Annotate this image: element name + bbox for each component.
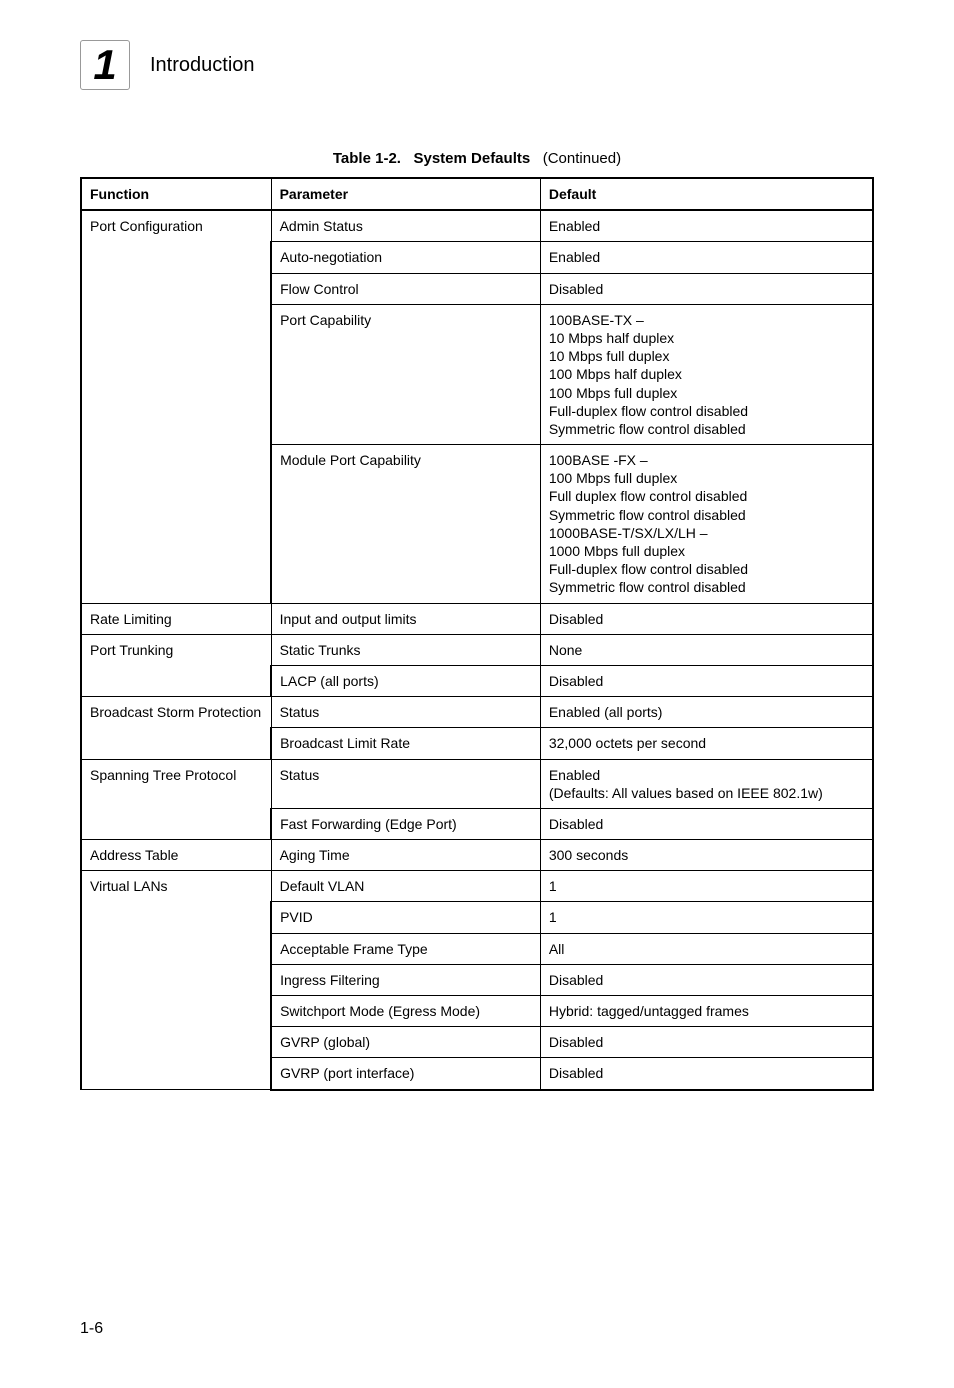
cell-function: Rate Limiting (81, 603, 271, 634)
table-row: Port Trunking Static Trunks None (81, 634, 873, 665)
cell-parameter: GVRP (global) (271, 1027, 540, 1058)
cell-default: Disabled (540, 964, 873, 995)
chapter-title: Introduction (150, 54, 255, 77)
cell-default: Enabled (540, 210, 873, 242)
table-row: Address Table Aging Time 300 seconds (81, 840, 873, 871)
cell-default: Disabled (540, 603, 873, 634)
table-row: Spanning Tree Protocol Status Enabled (D… (81, 759, 873, 808)
cell-parameter: PVID (271, 902, 540, 933)
cell-parameter: Static Trunks (271, 634, 540, 665)
cell-default: Disabled (540, 665, 873, 696)
cell-parameter: LACP (all ports) (271, 665, 540, 696)
cell-parameter: Flow Control (271, 273, 540, 304)
cell-default: Disabled (540, 1027, 873, 1058)
col-parameter: Parameter (271, 178, 540, 210)
cell-parameter: Port Capability (271, 304, 540, 444)
col-function: Function (81, 178, 271, 210)
cell-parameter: Default VLAN (271, 871, 540, 902)
cell-default: None (540, 634, 873, 665)
cell-parameter: Module Port Capability (271, 445, 540, 604)
cell-parameter: Ingress Filtering (271, 964, 540, 995)
page-number: 1-6 (80, 1320, 103, 1338)
cell-parameter: Broadcast Limit Rate (271, 728, 540, 759)
cell-default: 300 seconds (540, 840, 873, 871)
cell-parameter: Input and output limits (271, 603, 540, 634)
cell-parameter: Aging Time (271, 840, 540, 871)
table-header-row: Function Parameter Default (81, 178, 873, 210)
page-header: 1 Introduction (80, 40, 874, 90)
table-caption-title: System Defaults (413, 150, 530, 167)
cell-parameter: Acceptable Frame Type (271, 933, 540, 964)
cell-function: Port Configuration (81, 210, 271, 603)
cell-default: 100BASE -FX – 100 Mbps full duplex Full … (540, 445, 873, 604)
cell-function: Broadcast Storm Protection (81, 697, 271, 759)
table-row: Broadcast Storm Protection Status Enable… (81, 697, 873, 728)
cell-default: All (540, 933, 873, 964)
cell-function: Address Table (81, 840, 271, 871)
table-caption: Table 1-2. System Defaults (Continued) (80, 150, 874, 167)
cell-default: Disabled (540, 1058, 873, 1090)
cell-parameter: Admin Status (271, 210, 540, 242)
cell-parameter: Status (271, 759, 540, 808)
cell-default: Enabled (540, 242, 873, 273)
cell-default: Enabled (all ports) (540, 697, 873, 728)
table-caption-label: Table 1-2. (333, 150, 401, 167)
cell-function: Port Trunking (81, 634, 271, 696)
table-row: Virtual LANs Default VLAN 1 (81, 871, 873, 902)
col-default: Default (540, 178, 873, 210)
cell-default: Hybrid: tagged/untagged frames (540, 996, 873, 1027)
cell-parameter: Auto-negotiation (271, 242, 540, 273)
cell-parameter: Status (271, 697, 540, 728)
cell-parameter: GVRP (port interface) (271, 1058, 540, 1090)
table-row: Rate Limiting Input and output limits Di… (81, 603, 873, 634)
cell-function: Virtual LANs (81, 871, 271, 1090)
cell-default: 100BASE-TX – 10 Mbps half duplex 10 Mbps… (540, 304, 873, 444)
cell-default: 1 (540, 871, 873, 902)
cell-default: Enabled (Defaults: All values based on I… (540, 759, 873, 808)
system-defaults-table: Function Parameter Default Port Configur… (80, 177, 874, 1091)
table-caption-suffix: (Continued) (543, 150, 621, 167)
table-row: Port Configuration Admin Status Enabled (81, 210, 873, 242)
cell-parameter: Fast Forwarding (Edge Port) (271, 808, 540, 839)
cell-default: Disabled (540, 273, 873, 304)
chapter-number-icon: 1 (80, 40, 130, 90)
cell-default: 1 (540, 902, 873, 933)
cell-parameter: Switchport Mode (Egress Mode) (271, 996, 540, 1027)
cell-function: Spanning Tree Protocol (81, 759, 271, 840)
cell-default: Disabled (540, 808, 873, 839)
cell-default: 32,000 octets per second (540, 728, 873, 759)
